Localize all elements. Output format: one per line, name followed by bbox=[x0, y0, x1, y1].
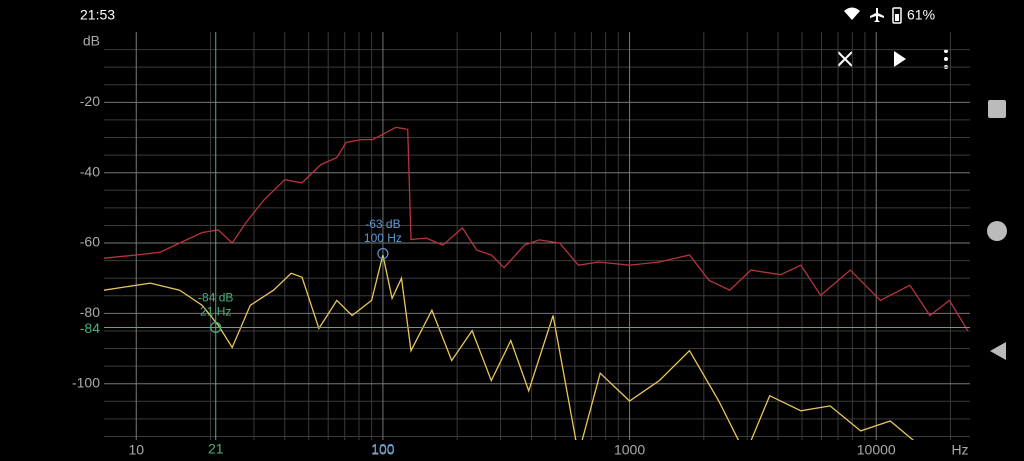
marker-point bbox=[210, 321, 222, 334]
marker-label: 21 Hz bbox=[200, 305, 231, 319]
spectrum-line bbox=[104, 254, 915, 440]
y-tick-label: -100 bbox=[72, 374, 100, 390]
marker-label: -84 dB bbox=[198, 291, 233, 305]
battery-icon bbox=[892, 7, 902, 24]
marker-x-label: 100 bbox=[371, 441, 395, 457]
y-tick-label: -40 bbox=[80, 163, 100, 179]
close-button[interactable] bbox=[837, 51, 853, 67]
marker-point bbox=[377, 247, 389, 260]
play-button[interactable] bbox=[894, 51, 906, 67]
y-unit-label: dB bbox=[83, 33, 100, 49]
more-button[interactable] bbox=[944, 49, 948, 69]
y-tick-label: -60 bbox=[80, 234, 100, 250]
marker-y-label: -84 bbox=[80, 320, 100, 336]
x-unit-label: Hz bbox=[951, 442, 968, 458]
plot bbox=[104, 32, 970, 440]
x-tick-label: 1000 bbox=[614, 442, 645, 458]
y-tick-label: -20 bbox=[80, 93, 100, 109]
nav-home[interactable] bbox=[987, 221, 1007, 241]
x-tick-label: 10 bbox=[128, 442, 144, 458]
x-tick-label: 10000 bbox=[857, 442, 896, 458]
labels: -20 -40 -60 -80 -100 10 100 1000 10000 -84 21 -84 d… bbox=[72, 93, 896, 458]
grid bbox=[104, 32, 970, 440]
airplane-icon bbox=[870, 8, 884, 22]
battery-level bbox=[895, 14, 899, 21]
x-tick-label: 100 bbox=[371, 442, 395, 458]
marker-label: -63 dB bbox=[365, 217, 400, 231]
status-icons bbox=[844, 7, 902, 24]
nav-back[interactable] bbox=[990, 342, 1006, 360]
marker-x-label: 21 bbox=[208, 441, 224, 457]
wifi-icon bbox=[844, 7, 860, 20]
marker-label: 100 Hz bbox=[364, 231, 402, 245]
spectrum-line bbox=[104, 126, 969, 331]
nav-recents[interactable] bbox=[988, 100, 1006, 118]
status-time: 21:53 bbox=[80, 7, 115, 23]
status-battery: 61% bbox=[907, 7, 935, 23]
y-tick-label: -80 bbox=[80, 304, 100, 320]
